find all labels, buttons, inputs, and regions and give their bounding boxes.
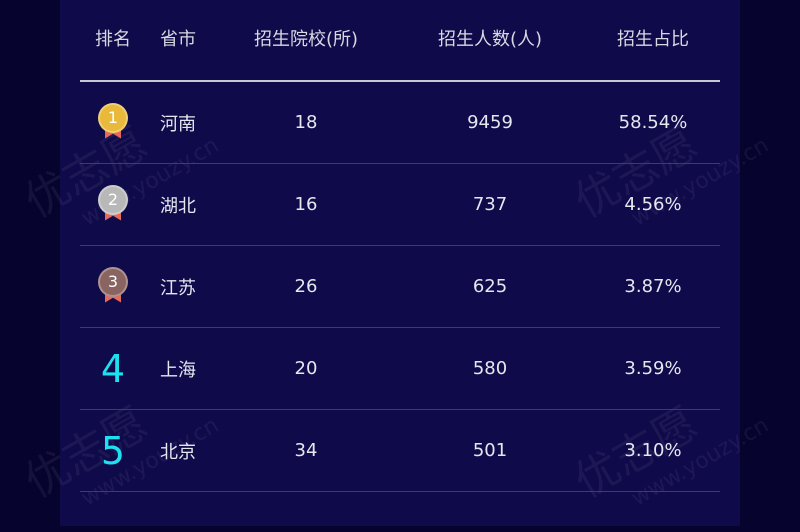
rank-number: 4 [100,346,126,391]
people-cell: 625 [472,276,508,297]
header-schools: 招生院校(所) [253,29,359,50]
header-province: 省市 [160,29,196,50]
rank-cell: 3 [80,246,146,327]
ratio-cell: 3.87% [624,276,682,297]
rank-cell: 4 [80,328,146,409]
header-ratio: 招生占比 [617,29,689,50]
table-row: 5 北京 34 501 3.10% [80,410,720,492]
silver-medal-icon: 2 [98,184,128,225]
header-people: 招生人数(人) [437,29,543,50]
people-cell: 501 [472,440,508,461]
ratio-cell: 3.10% [624,440,682,461]
table-row: 4 上海 20 580 3.59% [80,328,720,410]
table-row: 2 湖北 16 737 4.56% [80,164,720,246]
ratio-cell: 58.54% [618,112,688,133]
schools-cell: 26 [294,276,318,297]
schools-cell: 20 [294,358,318,379]
rank-number: 5 [100,428,126,473]
ratio-cell: 3.59% [624,358,682,379]
province-cell: 江苏 [160,277,196,299]
people-cell: 580 [472,358,508,379]
province-cell: 湖北 [160,195,196,217]
table-row: 3 江苏 26 625 3.87% [80,246,720,328]
table-row: 1 河南 18 9459 58.54% [80,82,720,164]
schools-cell: 16 [294,194,318,215]
province-cell: 北京 [160,441,196,463]
schools-cell: 34 [294,440,318,461]
rank-cell: 2 [80,164,146,245]
bronze-medal-icon: 3 [98,266,128,307]
province-cell: 河南 [160,113,196,135]
rank-cell: 1 [80,82,146,163]
people-cell: 737 [472,194,508,215]
people-cell: 9459 [467,112,513,133]
ratio-cell: 4.56% [624,194,682,215]
gold-medal-icon: 1 [98,102,128,143]
ranking-table: 排名 省市 招生院校(所) 招生人数(人) 招生占比 1 河南 18 9459 … [80,0,720,492]
table-header: 排名 省市 招生院校(所) 招生人数(人) 招生占比 [80,0,720,82]
ranking-panel [60,0,740,526]
rank-cell: 5 [80,410,146,491]
header-rank: 排名 [95,29,131,50]
schools-cell: 18 [294,112,318,133]
province-cell: 上海 [160,359,196,381]
